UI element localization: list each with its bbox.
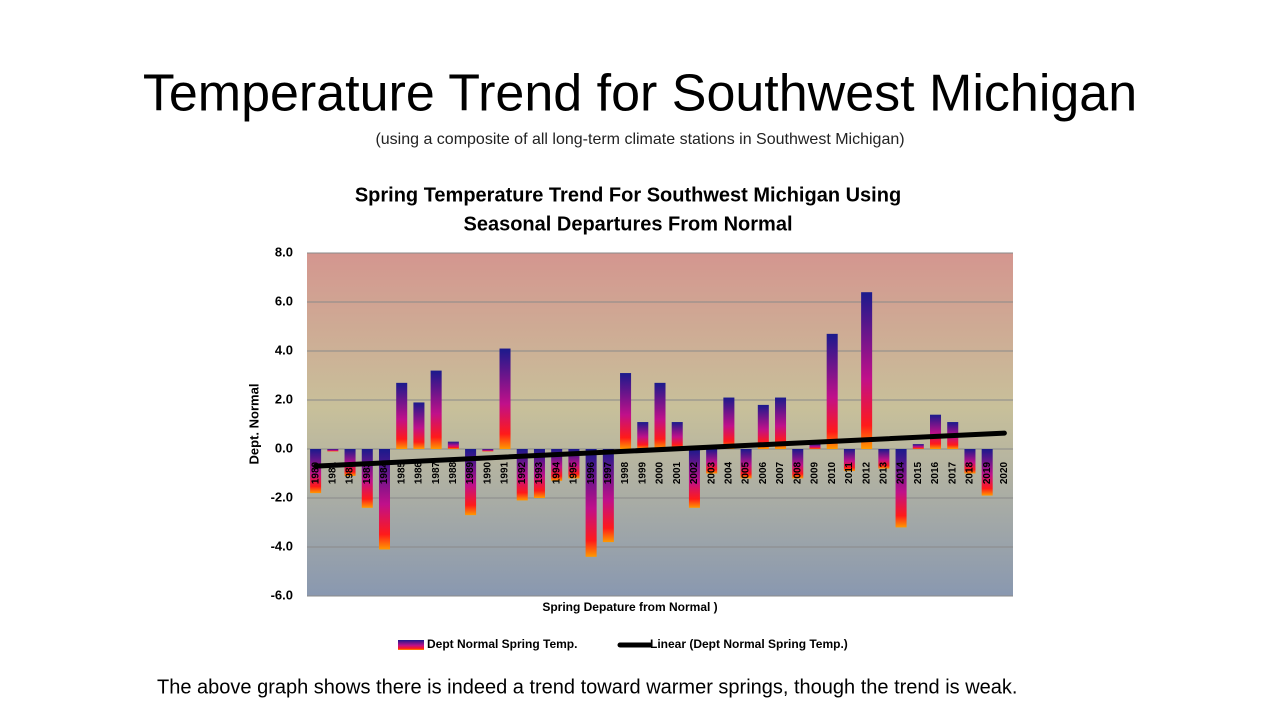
x-tick-label: 2007: [775, 461, 786, 484]
bar: [688, 449, 700, 508]
x-tick-label: 1995: [569, 461, 580, 484]
x-tick-label: 2014: [896, 461, 907, 484]
y-tick-label: 8.0: [275, 244, 293, 259]
bar: [654, 382, 666, 449]
bar: [861, 292, 873, 449]
x-tick-label: 1985: [396, 461, 407, 484]
y-axis-label: Dept. Normal: [246, 384, 261, 465]
bar: [447, 441, 459, 449]
x-tick-label: 2012: [861, 461, 872, 484]
x-tick-label: 2019: [982, 461, 993, 484]
x-tick-label: 2015: [913, 461, 924, 484]
x-tick-label: 2016: [930, 461, 941, 484]
bar: [637, 422, 649, 449]
bar: [430, 370, 442, 449]
x-tick-label: 2013: [878, 461, 889, 484]
bar: [396, 382, 408, 449]
x-tick-label: 1999: [637, 461, 648, 484]
legend-label: Dept Normal Spring Temp.: [427, 637, 577, 651]
x-tick-label: 1993: [534, 461, 545, 484]
bar: [912, 444, 924, 449]
x-tick-label: 2011: [844, 462, 855, 484]
slide-subtitle: (using a composite of all long-term clim…: [375, 131, 904, 148]
bar: [499, 348, 511, 449]
x-tick-label: 2003: [706, 461, 717, 484]
legend-label: Linear (Dept Normal Spring Temp.): [650, 637, 848, 651]
bar: [723, 397, 735, 449]
legend-swatch: [398, 640, 424, 650]
x-tick-label: 2018: [965, 461, 976, 484]
x-tick-label: 1991: [500, 461, 511, 484]
bar: [930, 414, 942, 449]
slide-title: Temperature Trend for Southwest Michigan: [143, 65, 1137, 123]
bar: [964, 449, 976, 474]
y-tick-label: -2.0: [271, 489, 293, 504]
bar: [809, 444, 821, 449]
bar: [413, 402, 425, 449]
x-tick-label: 2001: [672, 461, 683, 484]
y-tick-label: 0.0: [275, 440, 293, 455]
x-tick-label: 2017: [947, 461, 958, 484]
bar: [740, 449, 752, 479]
bar: [826, 333, 838, 449]
x-tick-label: 1996: [586, 461, 597, 484]
x-tick-label: 2020: [999, 461, 1010, 484]
bar: [361, 449, 373, 508]
chart-title: Seasonal Departures From Normal: [464, 213, 793, 235]
x-tick-label: 1990: [482, 461, 493, 484]
trend-line: [313, 430, 1007, 469]
y-tick-label: -4.0: [271, 538, 293, 553]
chart-title: Spring Temperature Trend For Southwest M…: [355, 184, 901, 206]
bar: [585, 449, 597, 557]
y-tick-label: 4.0: [275, 342, 293, 357]
bar: [895, 449, 907, 528]
x-tick-label: 1987: [431, 461, 442, 484]
x-tick-label: 2000: [655, 461, 666, 484]
bar: [465, 449, 477, 516]
x-tick-label: 2002: [689, 461, 700, 484]
x-tick-label: 2009: [810, 461, 821, 484]
bar: [310, 449, 322, 494]
x-axis-label: Spring Depature from Normal ): [542, 600, 717, 614]
bar: [671, 422, 683, 449]
bar: [981, 449, 993, 496]
bar: [516, 449, 528, 501]
x-tick-label: 2005: [741, 461, 752, 484]
x-tick-label: 1997: [603, 461, 614, 484]
bar: [551, 449, 563, 481]
bar: [843, 449, 855, 472]
bar: [378, 449, 390, 550]
bar: [568, 449, 580, 479]
x-tick-label: 1983: [362, 461, 373, 484]
x-tick-label: 1988: [448, 461, 459, 484]
bar: [620, 373, 632, 449]
x-tick-label: 1980: [310, 461, 321, 484]
x-tick-label: 2004: [724, 461, 735, 484]
x-tick-label: 1994: [551, 461, 562, 484]
x-tick-label: 1981: [327, 461, 338, 484]
y-tick-label: 6.0: [275, 293, 293, 308]
y-tick-label: -6.0: [271, 587, 293, 602]
bar: [757, 404, 769, 449]
bar: [878, 449, 890, 469]
x-tick-label: 2010: [827, 461, 838, 484]
bar: [775, 397, 787, 449]
bar: [792, 449, 804, 479]
x-tick-label: 1992: [517, 461, 528, 484]
x-tick-label: 1989: [465, 461, 476, 484]
bar: [482, 449, 494, 452]
bar: [533, 449, 545, 498]
x-tick-label: 1982: [345, 461, 356, 484]
x-tick-label: 1984: [379, 461, 390, 484]
bar: [706, 449, 718, 474]
caption: The above graph shows there is indeed a …: [157, 676, 1017, 698]
x-tick-label: 1998: [620, 461, 631, 484]
x-tick-label: 1986: [414, 461, 425, 484]
x-tick-label: 2008: [792, 461, 803, 484]
bar: [327, 449, 339, 452]
bar: [602, 449, 614, 543]
x-tick-label: 2006: [758, 461, 769, 484]
y-tick-label: 2.0: [275, 391, 293, 406]
